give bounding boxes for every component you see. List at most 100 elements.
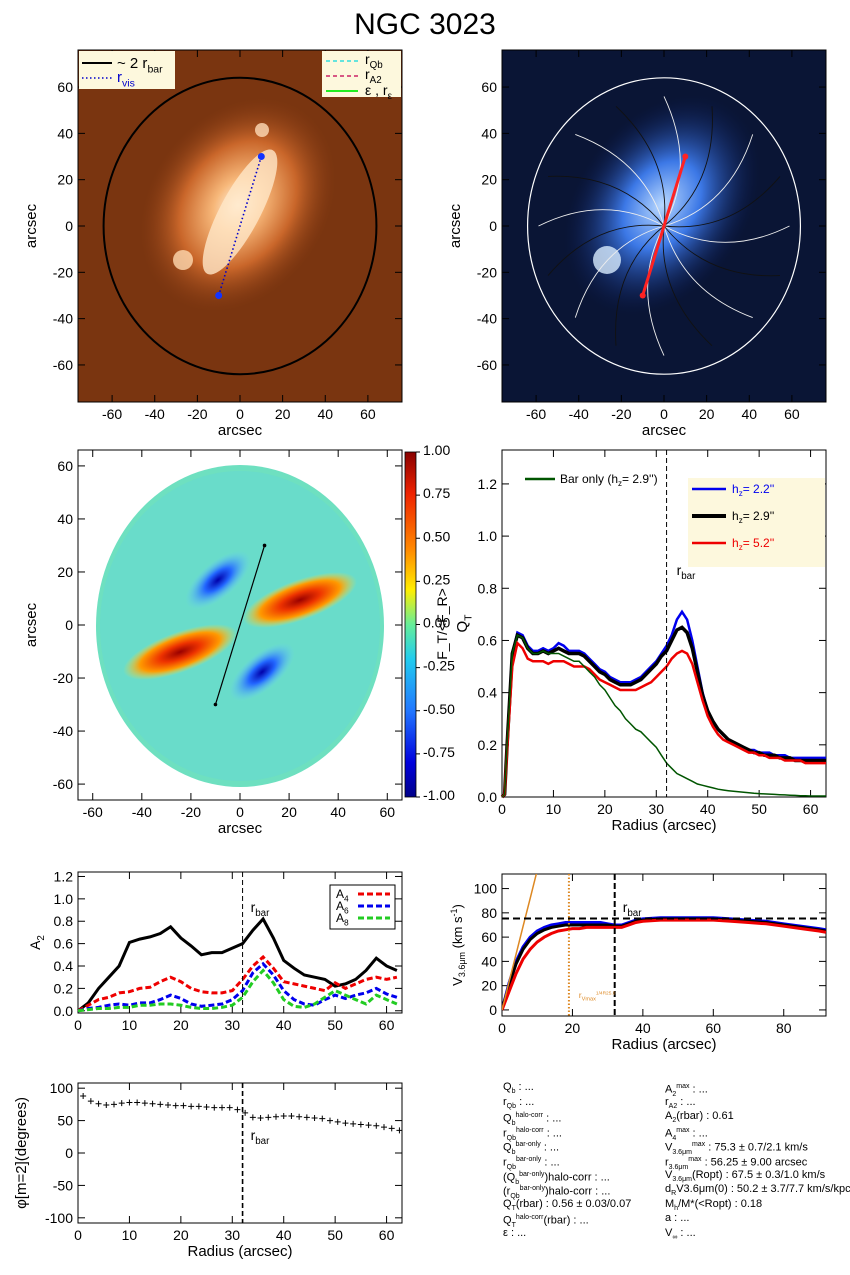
r-vis-endpoint xyxy=(215,291,223,299)
potential-contours-xlabel: arcsec xyxy=(642,422,687,439)
colorbar-tick-label: -0.75 xyxy=(423,744,455,760)
rotation-rbar-label: rbar xyxy=(623,899,643,919)
phase-point xyxy=(296,1113,303,1120)
colorbar-label: F_T/<F_R> xyxy=(434,588,450,660)
parameter-row: rQbbar-only : ... xyxy=(503,1153,631,1171)
phase-point xyxy=(242,1109,249,1116)
parameter-subscript: A2 xyxy=(668,1102,678,1110)
colorbar-tick-label: 0.50 xyxy=(423,528,450,544)
parameter-subscript: b xyxy=(511,1120,516,1128)
parameter-subscript: 2 xyxy=(672,1090,677,1098)
contour-line xyxy=(663,134,754,227)
contour-line xyxy=(615,105,666,227)
phase-point xyxy=(141,1100,148,1107)
parameter-subscript: Qb xyxy=(510,1193,520,1200)
parameter-row: A2max : ... xyxy=(665,1080,850,1098)
knot-left xyxy=(173,250,193,270)
phase-point xyxy=(303,1114,310,1121)
contour-line xyxy=(663,106,713,227)
parameter-symbol: d xyxy=(665,1183,672,1196)
phase-point xyxy=(249,1114,256,1121)
parameter-subscript: b xyxy=(511,1088,516,1096)
force-ratio-map-ytick-label: 40 xyxy=(57,511,73,527)
parameter-superscript: max xyxy=(676,1126,690,1134)
phase-point xyxy=(334,1118,341,1125)
parameter-row: Qbhalo-corr : ... xyxy=(503,1109,631,1128)
fourier-legend-label: A6 xyxy=(336,899,349,916)
parameter-value: V3.6μm(0) : 50.2 ± 3.7/7.7 km/s/kpc xyxy=(676,1183,850,1196)
parameter-subscript: R xyxy=(671,1190,677,1198)
potential-contours-ytick-label: 20 xyxy=(481,172,497,188)
contour-line xyxy=(663,225,753,319)
QT-profile-ytick-label: 1.2 xyxy=(478,476,498,492)
qt-series-1 xyxy=(500,625,826,799)
parameter-symbol: (r xyxy=(503,1185,511,1198)
phase-point xyxy=(288,1113,295,1120)
colorbar-tick-label: -0.50 xyxy=(423,701,455,717)
parameter-list-left: Qb : ... rQb : ... Qbhalo-corr : ... rQbhal… xyxy=(503,1080,631,1241)
qt-legend-label-baronly: Bar only (hz= 2.9'') xyxy=(560,472,658,488)
legend-label-2rbar: ~ 2 rbar xyxy=(117,55,163,76)
phase-point xyxy=(388,1125,395,1132)
phase-point xyxy=(95,1100,102,1107)
parameter-value: : ... xyxy=(540,1142,560,1155)
fourier-legend-label: A8 xyxy=(336,911,349,928)
Fourier-amplitudes-ytick-label: 0.2 xyxy=(54,980,74,996)
parameter-row: ε : ... xyxy=(503,1226,631,1241)
optical-image-xtick-label: -60 xyxy=(102,406,122,422)
optical-image-ytick-label: 20 xyxy=(57,172,73,188)
force-ratio-map-ytick-label: 60 xyxy=(57,458,73,474)
knot-top xyxy=(255,123,269,137)
QT-profile-ytick-label: 0.2 xyxy=(478,737,498,753)
parameter-value: )halo-corr : ... xyxy=(544,1185,611,1198)
parameter-value: : ... xyxy=(671,1212,690,1225)
phase-point xyxy=(365,1122,372,1129)
rotation-curve-xtick-label: 20 xyxy=(565,1020,581,1036)
phase-point xyxy=(111,1101,117,1108)
phase-point xyxy=(280,1113,287,1120)
phase-point xyxy=(126,1099,133,1106)
parameter-symbol: Q xyxy=(503,1215,512,1227)
rotation-curve-ytick-label: 100 xyxy=(474,881,498,897)
force-ratio-map-ytick-label: -20 xyxy=(53,670,73,686)
phase-angle-ytick-label: 50 xyxy=(57,1113,73,1129)
parameter-subscript: 3.6μm xyxy=(672,1149,692,1157)
contour-line xyxy=(547,175,665,227)
parameter-subscript: ∞ xyxy=(672,1234,678,1242)
phase-point xyxy=(357,1121,364,1128)
phase-point xyxy=(211,1104,218,1111)
optical-image-ytick-label: 0 xyxy=(65,218,73,234)
phase-point xyxy=(327,1117,333,1124)
phase-point xyxy=(342,1120,349,1127)
QT-profile-xtick-label: 20 xyxy=(597,801,613,817)
positive-lobe-right xyxy=(243,572,357,628)
parameter-superscript: halo-corr xyxy=(516,1126,544,1134)
contour-line xyxy=(663,225,790,243)
contour-line xyxy=(538,209,665,227)
negative-lobe-upper xyxy=(185,550,251,610)
optical-image-ytick-label: -60 xyxy=(53,357,73,373)
parameter-value: : ... xyxy=(689,1083,708,1096)
potential-contours-ytick-label: 60 xyxy=(481,79,497,95)
fourier-series-A4 xyxy=(77,954,398,1013)
optical-image-xtick-label: 20 xyxy=(275,406,291,422)
phase-point xyxy=(172,1102,179,1109)
legend-label-rqb: rQb xyxy=(365,51,383,71)
phase-point xyxy=(203,1103,210,1110)
optical-image-ytick-label: -20 xyxy=(53,264,73,280)
outer-circle xyxy=(526,77,802,375)
legend-label-ra2: rA2 xyxy=(365,66,382,86)
QT-profile-ytick-label: 1.0 xyxy=(478,528,498,544)
fourier-legend-label: A4 xyxy=(336,887,349,904)
legend-label-eps: ε , rε xyxy=(365,82,393,102)
qt-series-2 xyxy=(501,640,826,798)
parameter-subscript: 4 xyxy=(672,1134,677,1142)
force-ratio-map-xlabel: arcsec xyxy=(218,820,263,837)
parameter-row: (Qbbar-only)halo-corr : ... xyxy=(503,1168,631,1186)
parameter-symbol: V xyxy=(665,1142,673,1155)
phase-point xyxy=(396,1127,403,1134)
force-ratio-map-xtick-label: -20 xyxy=(181,804,201,820)
parameter-superscript: bar-only xyxy=(519,1185,545,1193)
r-inner-label: rVmax1/4R25.0 xyxy=(579,990,616,1002)
qt-legend-label-hz: hz= 2.9'' xyxy=(732,509,774,525)
